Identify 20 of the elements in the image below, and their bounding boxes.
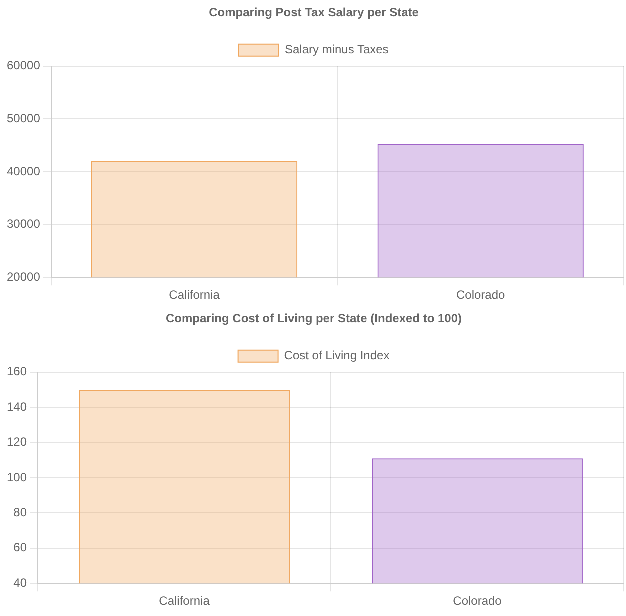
chart-title: Comparing Post Tax Salary per State	[209, 6, 420, 20]
y-tick-label: 50000	[6, 112, 41, 126]
y-tick-label: 160	[6, 364, 28, 379]
y-tick-label: 20000	[6, 270, 41, 284]
y-tick-label: 30000	[6, 217, 41, 232]
y-tick-label: 60000	[6, 58, 41, 73]
y-tick-label: 120	[6, 435, 28, 450]
x-tick-label: California	[169, 288, 220, 302]
y-tick-label: 140	[6, 400, 28, 414]
y-tick-label: 60	[14, 540, 28, 555]
x-tick-label: Colorado	[453, 594, 502, 608]
chart-title: Comparing Cost of Living per State (Indexed to 100)	[166, 312, 462, 326]
y-tick-label: 40000	[6, 164, 41, 178]
y-tick-label: 40	[14, 576, 28, 590]
x-tick-label: Colorado	[456, 288, 506, 302]
legend-label: Salary minus Taxes	[284, 42, 389, 57]
y-tick-label: 100	[6, 470, 28, 484]
legend-label: Cost of Living Index	[284, 348, 390, 363]
x-tick-label: California	[159, 594, 210, 608]
y-tick-label: 80	[14, 506, 28, 520]
